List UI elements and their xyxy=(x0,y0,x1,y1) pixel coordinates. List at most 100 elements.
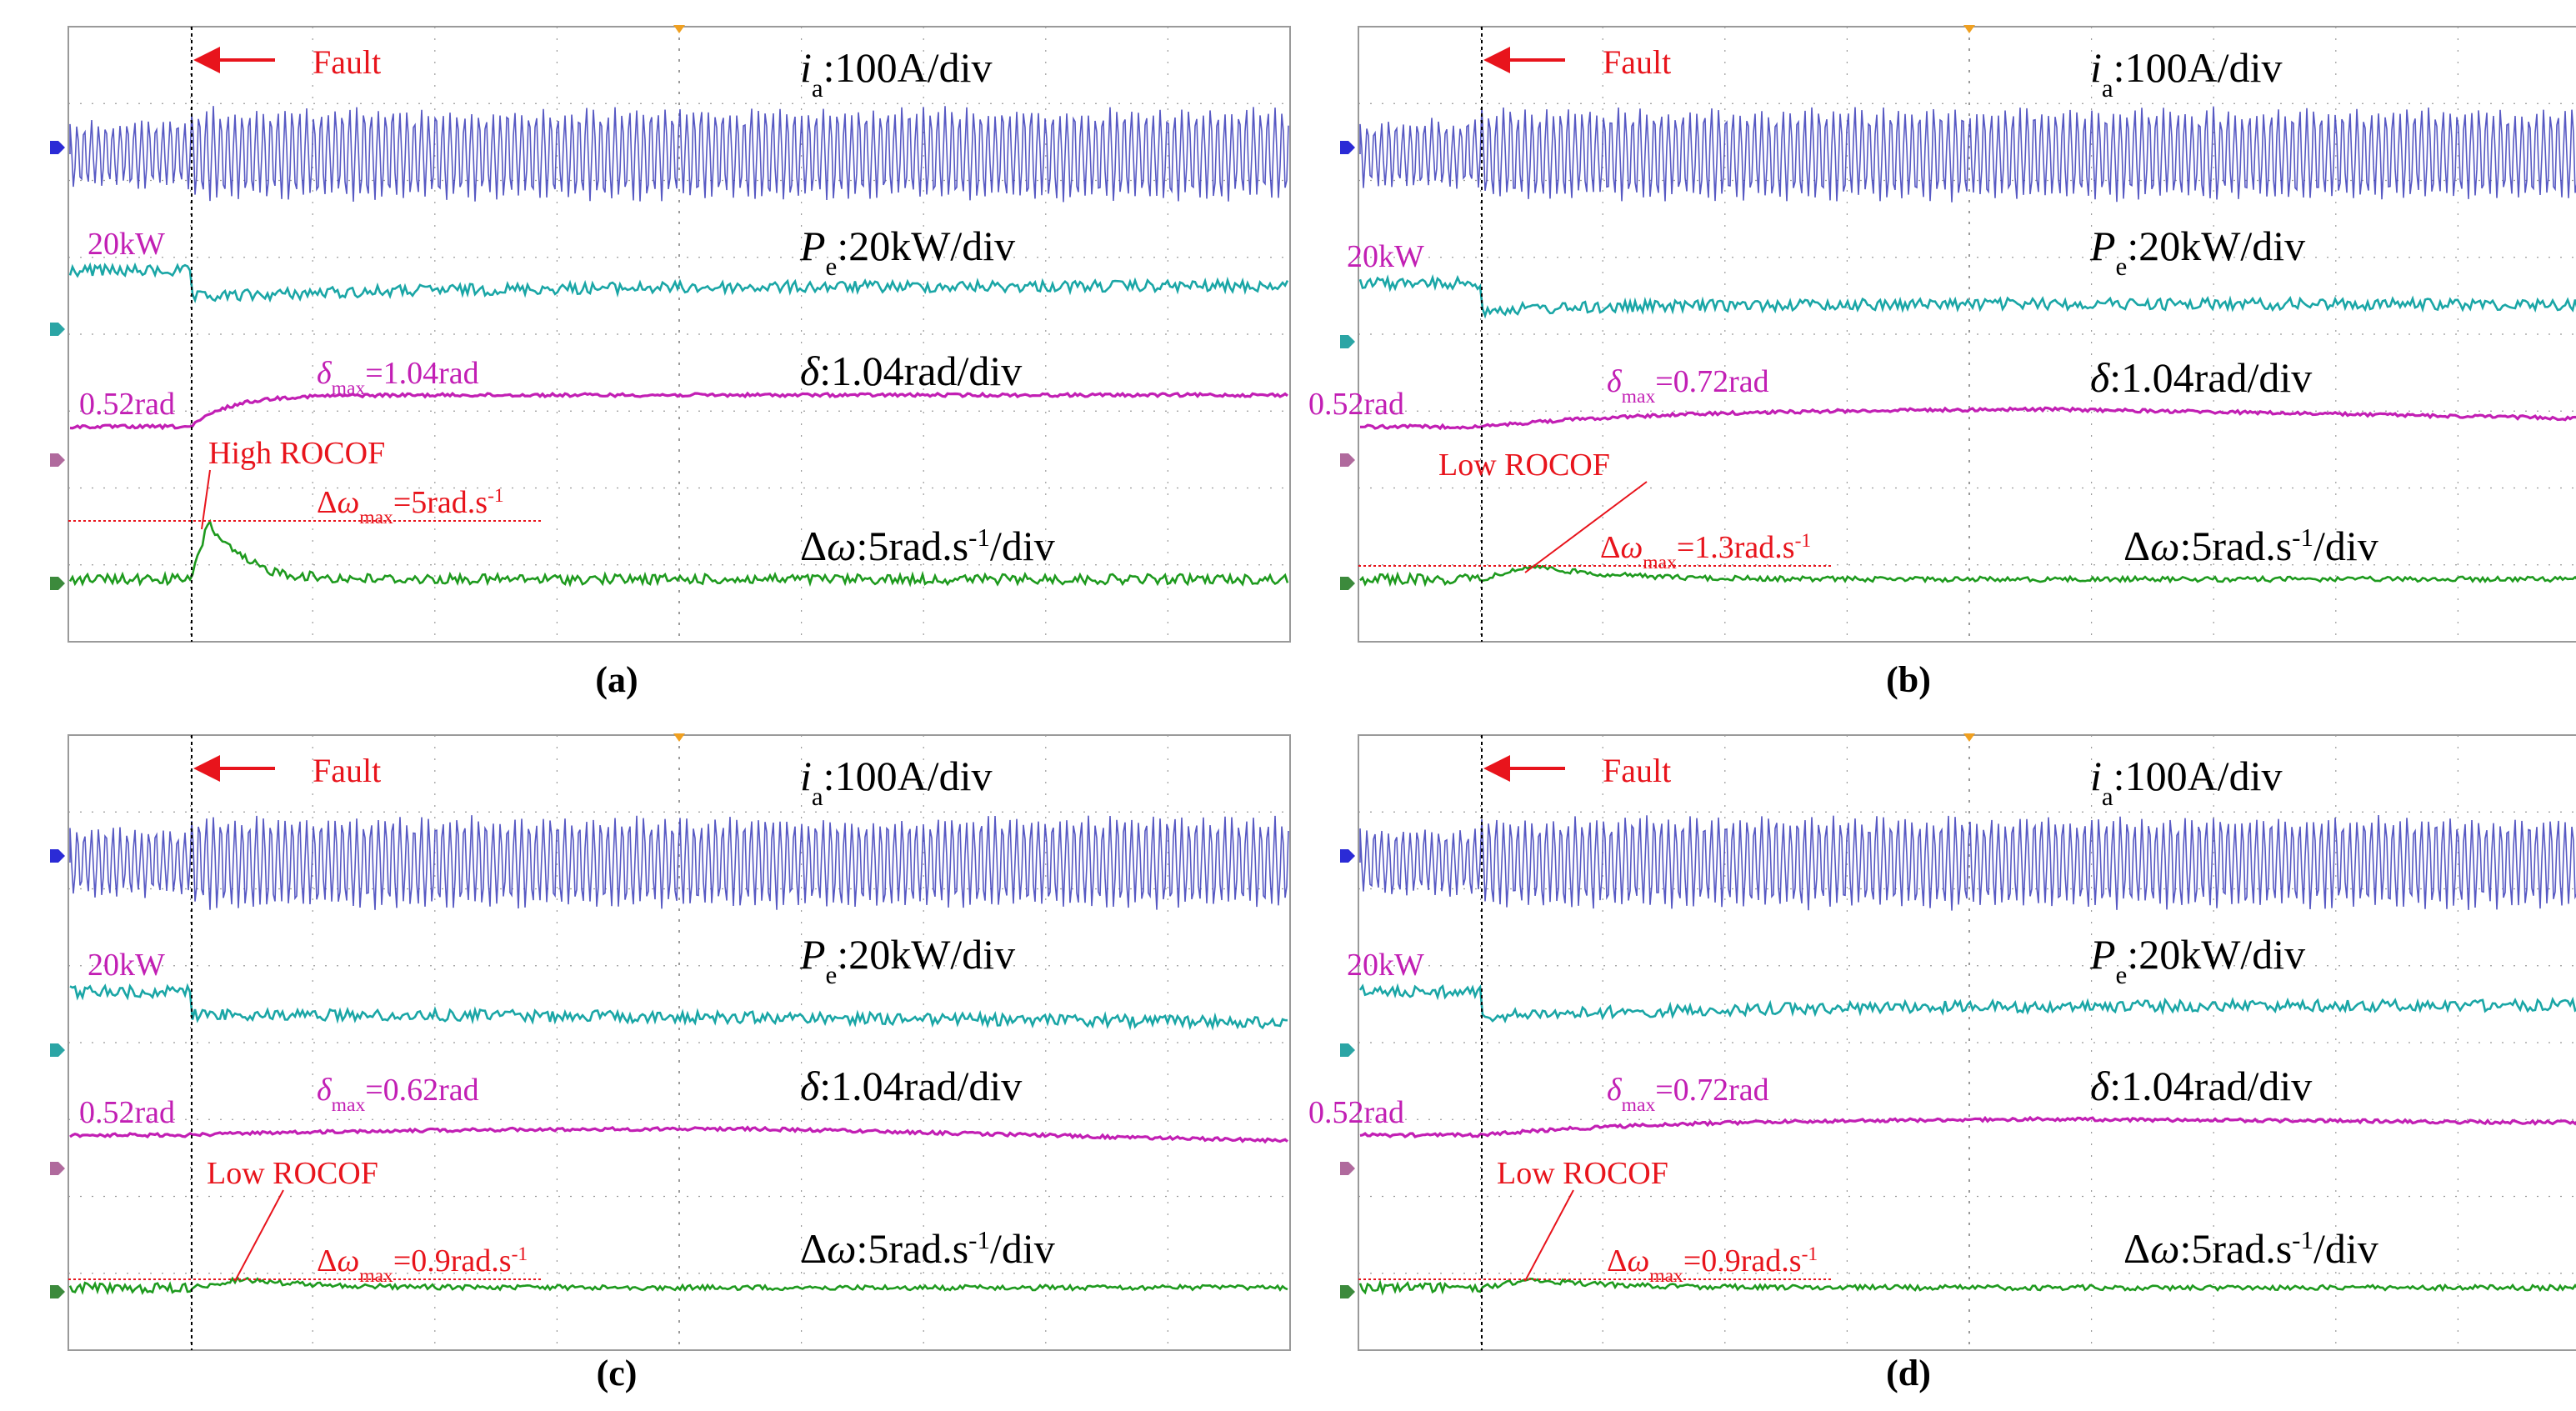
delta-max-label: δmax=0.72rad xyxy=(1607,364,1769,408)
fault-arrow-head xyxy=(1483,47,1510,73)
trace-delta xyxy=(69,1125,1288,1144)
channel-marker xyxy=(50,1043,65,1057)
rocof-label: Low ROCOF xyxy=(1497,1156,1668,1191)
rocof-pointer xyxy=(1524,1189,1574,1282)
pe-level-label: 20kW xyxy=(88,227,165,262)
trigger-marker xyxy=(673,733,685,742)
scope-panel-b: Fault ia:100A/div Pe:20kW/div δ:1.04rad/div… xyxy=(1290,0,2576,658)
panel-caption: (b) xyxy=(1886,659,1931,700)
scope-panel-a: Fault ia:100A/div Pe:20kW/div δ:1.04rad/div… xyxy=(0,0,1291,658)
fault-label: Fault xyxy=(313,43,381,81)
trace-ia xyxy=(1359,814,2576,911)
dw-max-label: Δωmax=0.9rad.s-1 xyxy=(1607,1243,1818,1287)
channel-marker xyxy=(50,323,65,336)
rocof-pointer xyxy=(234,1189,284,1282)
dw-scale-label: Δω:5rad.s-1/div xyxy=(800,523,1055,570)
channel-marker xyxy=(1340,335,1355,348)
dw-scale-label: Δω:5rad.s-1/div xyxy=(2123,1225,2378,1273)
grid xyxy=(68,733,1291,1351)
channel-marker xyxy=(50,1285,65,1298)
channel-marker xyxy=(50,849,65,863)
trace-ia xyxy=(69,106,1289,203)
trace-pe xyxy=(69,983,1288,1031)
dw-max-label: Δωmax=0.9rad.s-1 xyxy=(317,1243,528,1287)
channel-marker xyxy=(50,141,65,154)
pe-scale-label: Pe:20kW/div xyxy=(799,931,1015,989)
channel-marker xyxy=(1340,1043,1355,1057)
trigger-marker xyxy=(1963,25,1975,33)
panel-caption: (a) xyxy=(595,659,638,700)
delta-max-label: δmax=0.62rad xyxy=(317,1073,479,1116)
delta-level-label: 0.52rad xyxy=(1308,387,1404,422)
trace-pe xyxy=(68,262,1289,304)
delta-scale-label: δ:1.04rad/div xyxy=(2090,1063,2312,1109)
fault-arrow-head xyxy=(193,47,220,73)
channel-marker xyxy=(50,577,65,590)
pe-level-label: 20kW xyxy=(1347,948,1424,983)
rocof-label: Low ROCOF xyxy=(207,1156,378,1191)
fault-arrow-head xyxy=(1483,755,1510,782)
fault-arrow-head xyxy=(193,755,220,782)
channel-marker xyxy=(50,1162,65,1175)
dw-max-label: Δωmax=5rad.s-1 xyxy=(317,485,504,528)
trace-delta xyxy=(1360,406,2576,431)
delta-level-label: 0.52rad xyxy=(79,1095,175,1130)
trace-delta xyxy=(69,391,1288,431)
scope-screen: Fault ia:100A/div Pe:20kW/div δ:1.04rad/div… xyxy=(50,733,1291,1351)
ia-scale-label: ia:100A/div xyxy=(800,753,992,811)
rocof-label: Low ROCOF xyxy=(1438,448,1610,483)
pe-scale-label: Pe:20kW/div xyxy=(2089,223,2305,281)
trace-pe xyxy=(1358,983,2576,1024)
trace-ia xyxy=(69,815,1289,910)
grid xyxy=(1358,25,2576,643)
trace-dw xyxy=(1359,564,2576,588)
delta-level-label: 0.52rad xyxy=(79,387,175,422)
trace-dw xyxy=(1358,1277,2576,1296)
grid xyxy=(68,25,1291,643)
fault-label: Fault xyxy=(1603,43,1671,81)
ia-scale-label: ia:100A/div xyxy=(2090,753,2282,811)
delta-level-label: 0.52rad xyxy=(1308,1095,1404,1130)
scope-screen: Fault ia:100A/div Pe:20kW/div δ:1.04rad/div… xyxy=(1308,25,2576,643)
panel-caption: (d) xyxy=(1886,1353,1931,1393)
panel-caption: (c) xyxy=(596,1353,638,1393)
rocof-pointer xyxy=(1524,481,1648,573)
trace-pe xyxy=(1358,273,2576,319)
ia-scale-label: ia:100A/div xyxy=(2090,44,2282,103)
trace-delta xyxy=(1359,1115,2576,1138)
trace-dw xyxy=(68,518,1289,588)
channel-marker xyxy=(1340,1285,1355,1298)
scope-panel-d: Fault ia:100A/div Pe:20kW/div δ:1.04rad/div… xyxy=(1290,708,2576,1367)
fault-label: Fault xyxy=(1603,752,1671,789)
trigger-marker xyxy=(673,25,685,33)
dw-max-label: Δωmax=1.3rad.s-1 xyxy=(1600,530,1811,573)
channel-marker xyxy=(1340,453,1355,467)
rocof-label: High ROCOF xyxy=(208,436,385,471)
channel-marker xyxy=(1340,1162,1355,1175)
channel-marker xyxy=(1340,577,1355,590)
grid xyxy=(1358,733,2576,1351)
delta-max-label: δmax=1.04rad xyxy=(317,356,479,399)
ia-scale-label: ia:100A/div xyxy=(800,44,992,103)
delta-max-label: δmax=0.72rad xyxy=(1607,1073,1769,1116)
delta-scale-label: δ:1.04rad/div xyxy=(800,1063,1022,1109)
pe-level-label: 20kW xyxy=(88,948,165,983)
channel-marker xyxy=(50,453,65,467)
trace-ia xyxy=(1359,106,2576,203)
channel-marker xyxy=(1340,849,1355,863)
delta-scale-label: δ:1.04rad/div xyxy=(800,348,1022,394)
channel-marker xyxy=(1340,141,1355,154)
scope-screen: Fault ia:100A/div Pe:20kW/div δ:1.04rad/div… xyxy=(50,25,1291,643)
trace-dw xyxy=(68,1275,1288,1296)
rocof-pointer xyxy=(201,469,211,530)
dw-scale-label: Δω:5rad.s-1/div xyxy=(800,1225,1055,1273)
pe-level-label: 20kW xyxy=(1347,239,1424,274)
scope-panel-c: Fault ia:100A/div Pe:20kW/div δ:1.04rad/div… xyxy=(0,708,1291,1367)
scope-screen: Fault ia:100A/div Pe:20kW/div δ:1.04rad/div… xyxy=(1308,733,2576,1351)
pe-scale-label: Pe:20kW/div xyxy=(799,223,1015,281)
pe-scale-label: Pe:20kW/div xyxy=(2089,931,2305,989)
trigger-marker xyxy=(1963,733,1975,742)
fault-label: Fault xyxy=(313,752,381,789)
dw-scale-label: Δω:5rad.s-1/div xyxy=(2123,523,2378,570)
